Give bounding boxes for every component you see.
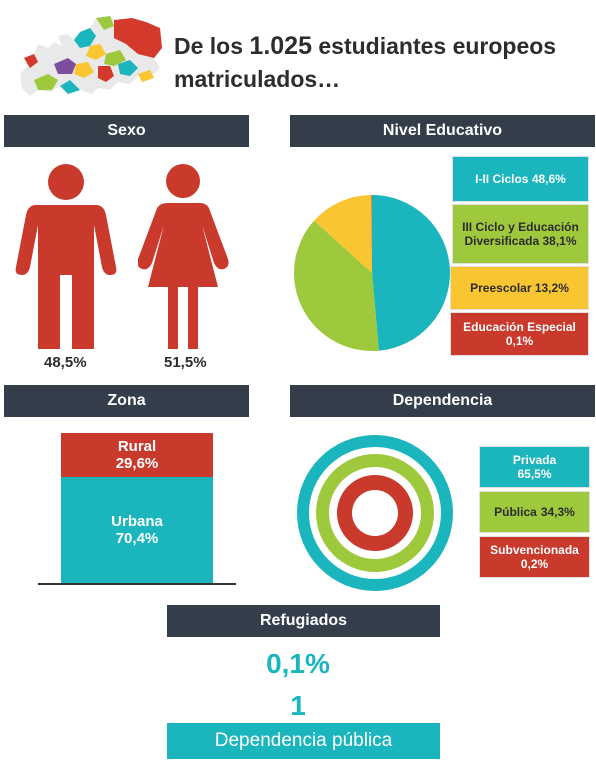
europe-map-icon [20,16,162,96]
title-suffix: estudiantes europeos matriculados… [174,33,557,92]
male-figure-icon [15,164,117,349]
title-prefix: De los [174,33,244,59]
pie-slice-2 [314,195,372,273]
nivel-legend-ciclos-label: I-II Ciclos 48,6% [475,172,566,186]
zona-rural-value: 29,6% [115,455,159,472]
nivel-legend-especial-label: Educación Especial 0,1% [463,320,576,348]
refugiados-count: 1 [290,690,306,721]
zona-urbana-bar: Urbana 70,4% [61,477,213,583]
dependencia-rings-chart [297,435,453,591]
zona-rural-bar: Rural 29,6% [61,433,213,477]
dep-legend-publica-value: 34,3% [540,505,575,519]
nivel-pie-chart [294,195,451,351]
section-header-dependencia: Dependencia [290,385,595,417]
page-title: De los 1.025 estudiantes europeos matric… [174,30,584,96]
zona-rural-name: Rural [117,438,157,455]
nivel-legend-diversificada: III Ciclo y Educación Diversificada 38,1… [452,204,589,264]
pie-slice-1 [294,220,379,351]
nivel-legend-diversificada-label: III Ciclo y Educación Diversificada 38,1… [462,220,579,248]
male-percent-label: 48,5% [44,354,87,371]
dep-legend-publica: Pública 34,3% [479,491,590,533]
nivel-legend-preescolar: Preescolar 13,2% [450,266,589,310]
dep-legend-privada-value: 65,5% [517,467,552,481]
female-figure-icon [138,164,229,349]
zona-urbana-name: Urbana [111,513,163,530]
dep-legend-subvencionada: Subvencionada 0,2% [479,536,590,578]
dep-legend-privada-name: Privada [512,453,557,467]
zona-urbana-value: 70,4% [115,530,159,547]
refugiados-percent: 0,1% [266,648,330,679]
dep-legend-privada: Privada 65,5% [479,446,590,488]
section-header-sexo: Sexo [4,115,249,147]
section-header-refugiados: Refugiados [167,605,440,637]
zona-baseline [38,583,236,585]
dep-legend-subvencionada-name: Subvencionada [490,543,579,557]
section-header-zona: Zona [4,385,249,417]
dep-legend-subvencionada-value: 0,2% [520,557,549,571]
nivel-legend-preescolar-label: Preescolar 13,2% [470,281,569,295]
pie-slice-0 [372,195,451,351]
title-number: 1.025 [249,32,312,60]
refugiados-dependencia-badge: Dependencia pública [167,723,440,759]
nivel-legend-especial: Educación Especial 0,1% [450,312,589,356]
nivel-legend-ciclos: I-II Ciclos 48,6% [452,156,589,202]
dep-legend-publica-name: Pública [494,505,537,519]
section-header-nivel: Nivel Educativo [290,115,595,147]
female-percent-label: 51,5% [164,354,207,371]
